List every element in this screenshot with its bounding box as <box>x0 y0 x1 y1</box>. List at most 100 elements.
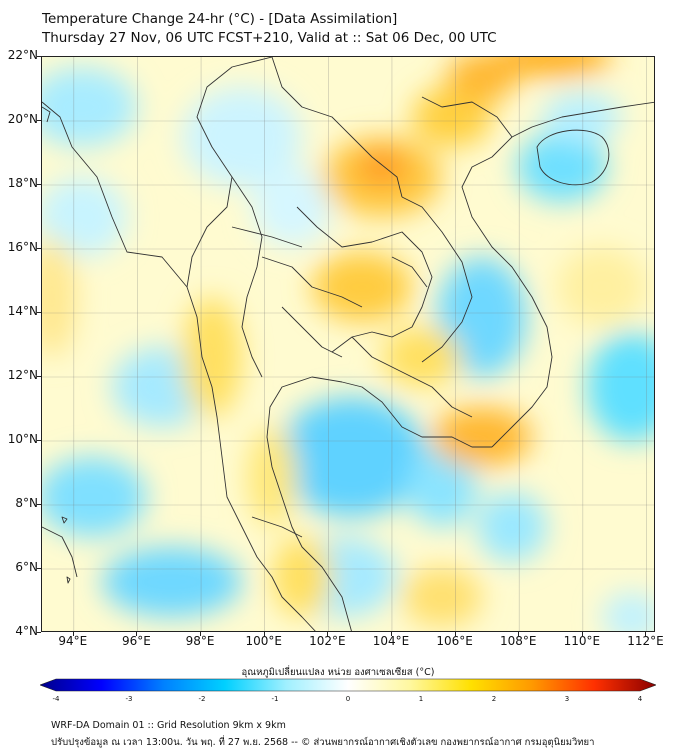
china-vietnam-border <box>421 96 513 138</box>
warm-anomaly-far-west <box>42 237 77 357</box>
lon-tick-label: 96°E <box>122 634 151 648</box>
lat-tick-label: 14°N <box>7 304 38 318</box>
thai-laos-border <box>296 206 433 353</box>
lat-tick-mark <box>37 376 41 377</box>
lon-tick-mark <box>518 632 520 636</box>
lat-tick-label: 4°N <box>15 624 38 638</box>
colorbar-tick-label: 0 <box>345 695 351 703</box>
colorbar-bar <box>40 678 656 692</box>
colorbar-title: อุณหภูมิเปลี่ยนแปลง หน่วย องศาเซลเซียส (… <box>241 667 435 678</box>
lon-tick-mark <box>454 632 456 636</box>
cool-anomaly-gulf-of-thailand <box>277 397 427 517</box>
warm-anomaly-malay-south <box>272 537 332 617</box>
cool-anomaly-far-east <box>602 592 654 631</box>
warm-anomaly-south-central-sea <box>402 567 482 627</box>
warm-anomaly-guangxi <box>447 57 517 102</box>
map-title: Temperature Change 24-hr (°C) - [Data As… <box>42 11 398 27</box>
colorbar-tick-label: -4 <box>52 695 60 703</box>
warm-anomaly-malay-north <box>247 427 297 527</box>
warm-anomaly-top-right <box>492 57 612 77</box>
lat-tick-mark <box>37 248 41 249</box>
thai-malay-peninsula-west <box>221 456 316 631</box>
cool-anomaly-bay-of-bengal-north <box>42 67 137 147</box>
internal-provinces-a <box>261 256 363 308</box>
lon-tick-label: 110°E <box>563 634 601 648</box>
lon-tick-mark <box>200 632 202 636</box>
cool-anomaly-gulf-of-thailand-east <box>407 447 477 527</box>
myanmar-thai-border <box>231 176 263 378</box>
lon-tick-mark <box>645 632 647 636</box>
cool-anomaly-myanmar-central <box>252 167 332 247</box>
laos-vietnam-border <box>401 196 473 363</box>
cool-anomaly-south-china-sea <box>587 332 654 442</box>
sumatra-north-tip <box>42 526 78 578</box>
internal-provinces-c <box>231 226 303 248</box>
warm-anomaly-mekong-delta <box>432 407 532 467</box>
lat-tick-mark <box>37 312 41 313</box>
lat-tick-label: 20°N <box>7 112 38 126</box>
temperature-change-map <box>42 57 654 631</box>
lat-tick-mark <box>37 120 41 121</box>
model-info: WRF-DA Domain 01 :: Grid Resolution 9km … <box>51 720 286 731</box>
warm-anomaly-laos-peak <box>357 149 407 185</box>
internal-provinces-e <box>391 256 428 288</box>
lon-tick-mark <box>72 632 74 636</box>
update-credit: ปรับปรุงข้อมูล ณ เวลา 13:00น. วัน พฤ. ที… <box>51 737 595 748</box>
lon-tick-mark <box>136 632 138 636</box>
lon-tick-label: 94°E <box>58 634 88 648</box>
lat-tick-mark <box>37 56 41 57</box>
vietnam-south-coast <box>461 101 654 448</box>
colorbar-tick-label: -3 <box>125 695 133 703</box>
lat-tick-mark <box>37 632 41 633</box>
andaman-coast-east <box>186 57 273 288</box>
lon-tick-label: 98°E <box>185 634 215 648</box>
gulf-of-thailand-top <box>341 381 492 448</box>
lon-tick-label: 102°E <box>309 634 346 648</box>
cambodia-border <box>351 336 473 418</box>
lat-tick-label: 6°N <box>15 560 38 574</box>
lon-tick-label: 100°E <box>245 634 282 648</box>
map-subtitle: Thursday 27 Nov, 06 UTC FCST+210, Valid … <box>42 30 497 46</box>
cool-anomaly-andaman-sea <box>42 177 127 257</box>
lon-tick-mark <box>390 632 392 636</box>
warm-anomaly-ne-sea <box>557 247 647 327</box>
colorbar-tick-label: 2 <box>491 695 497 703</box>
cool-anomaly-sw <box>102 547 242 617</box>
lat-tick-label: 16°N <box>7 240 38 254</box>
lat-tick-mark <box>37 504 41 505</box>
temperature-field <box>42 57 654 631</box>
lat-tick-mark <box>37 184 41 185</box>
warm-anomaly-isaan <box>312 252 412 322</box>
colorbar-tick-label: -1 <box>271 695 279 703</box>
lon-tick-mark <box>327 632 329 636</box>
lat-tick-mark <box>37 440 41 441</box>
cool-anomaly-myanmar-north <box>182 87 302 187</box>
lon-tick-label: 112°E <box>627 634 664 648</box>
coastlines-and-borders <box>42 57 654 631</box>
malay-peninsula-east <box>266 376 352 631</box>
lat-tick-label: 18°N <box>7 176 38 190</box>
lon-tick-mark <box>581 632 583 636</box>
map-panel <box>41 56 655 632</box>
lat-tick-mark <box>37 568 41 569</box>
colorbar <box>40 678 656 692</box>
lon-tick-label: 106°E <box>436 634 473 648</box>
cool-anomaly-gulf-tonkin <box>542 92 622 142</box>
lat-tick-label: 10°N <box>7 432 38 446</box>
lon-tick-mark <box>263 632 265 636</box>
lon-tick-label: 108°E <box>499 634 537 648</box>
lat-tick-label: 22°N <box>7 48 38 62</box>
bangladesh-coast <box>42 106 51 123</box>
lat-tick-label: 12°N <box>7 368 38 382</box>
myanmar-laos-china-border <box>271 57 403 198</box>
lon-tick-label: 104°E <box>372 634 410 648</box>
warm-anomaly-north-thailand <box>182 297 242 417</box>
cool-anomaly-se <box>477 492 547 562</box>
lat-lon-grid <box>42 57 654 631</box>
internal-provinces-b <box>281 306 343 358</box>
hainan-island <box>536 129 610 186</box>
internal-provinces-d <box>251 516 303 538</box>
small-islands-west <box>61 516 71 584</box>
colorbar-tick-label: 4 <box>637 695 643 703</box>
lat-tick-label: 8°N <box>15 496 38 510</box>
